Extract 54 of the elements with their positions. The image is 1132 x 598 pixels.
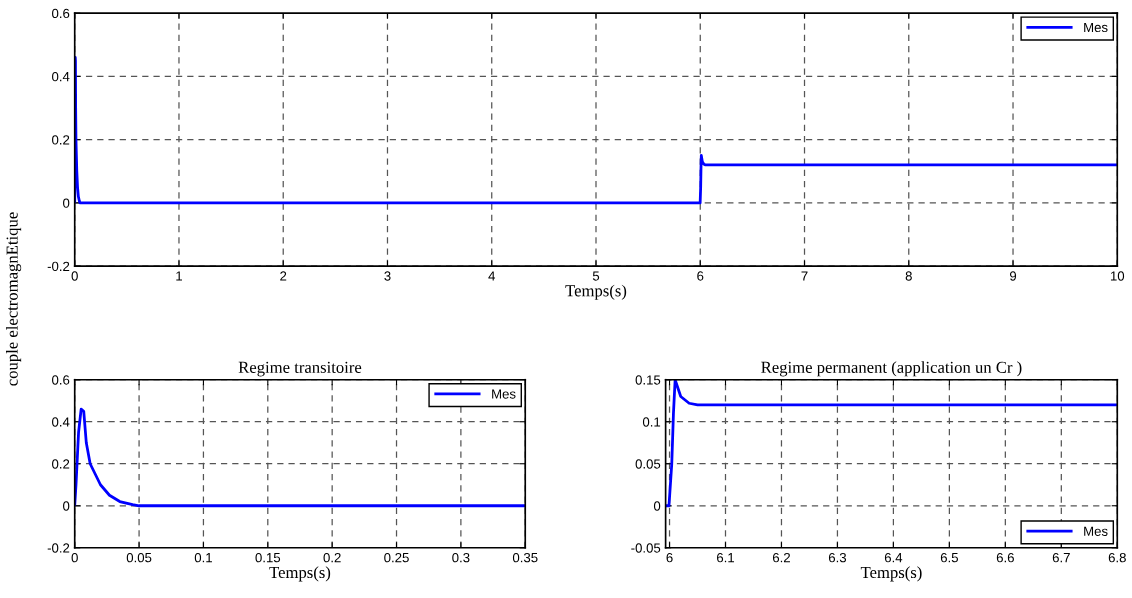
- x-tick-label: 6.4: [884, 552, 903, 563]
- x-tick-label: 6.2: [772, 552, 790, 563]
- legend-label: Mes: [1084, 22, 1108, 33]
- y-tick-label: 0.1: [642, 417, 661, 427]
- y-tick-label: -0.05: [631, 543, 661, 553]
- x-tick-label: 8: [905, 271, 912, 281]
- y-axis-title: couple electromagnEtique: [6, 212, 22, 386]
- y-tick-label: 0.4: [52, 417, 70, 427]
- x-tick-label: 6.7: [1052, 552, 1070, 563]
- y-tick-label: 0: [63, 501, 70, 511]
- x-axis-title: Temps(s): [860, 566, 922, 582]
- x-tick-label: 6: [697, 271, 704, 281]
- x-tick-label: 4: [488, 271, 496, 281]
- x-tick-label: 6.1: [717, 552, 735, 563]
- line-series: [74, 407, 526, 508]
- line-series: [74, 56, 1118, 205]
- y-tick-label: 0.2: [52, 135, 70, 145]
- y-tick-label: 0: [653, 501, 661, 511]
- x-axis-title: Temps(s): [269, 566, 331, 582]
- y-tick-label: 0.15: [635, 375, 661, 385]
- x-tick-label: 0: [71, 271, 78, 281]
- x-tick-label: 6.8: [1108, 552, 1126, 563]
- y-tick-label: 0.4: [52, 71, 70, 82]
- x-tick-label: 0.15: [255, 552, 281, 563]
- y-tick-label: 0.6: [52, 375, 70, 385]
- x-tick-label: 0.2: [323, 552, 341, 563]
- y-tick-label: 0.05: [635, 459, 661, 469]
- x-tick-label: 6.6: [996, 552, 1014, 563]
- legend-label: Mes: [492, 389, 516, 399]
- y-tick-label: -0.2: [47, 261, 70, 272]
- y-tick-label: -0.2: [47, 543, 70, 553]
- x-tick-label: 5: [592, 271, 600, 281]
- x-tick-label: 2: [280, 271, 287, 281]
- x-tick-label: 0.05: [126, 552, 152, 563]
- x-tick-label: 9: [1009, 271, 1017, 281]
- chart-title: Regime transitoire: [238, 361, 362, 377]
- x-tick-label: 6.3: [828, 552, 847, 563]
- x-axis-title: Temps(s): [565, 284, 627, 300]
- y-tick-label: 0.6: [52, 8, 70, 19]
- x-tick-label: 0.35: [512, 552, 538, 563]
- x-tick-label: 0.3: [452, 552, 470, 563]
- x-tick-label: 1: [176, 271, 182, 281]
- x-tick-label: 0.25: [384, 552, 409, 563]
- y-tick-label: 0: [63, 198, 70, 208]
- x-tick-label: 7: [801, 271, 808, 281]
- y-tick-label: 0.2: [52, 459, 70, 469]
- chart-title: Regime permanent (application un Cr ): [761, 361, 1022, 377]
- x-tick-label: 10: [1110, 271, 1125, 281]
- legend-label: Mes: [1084, 526, 1108, 536]
- x-tick-label: 0: [71, 552, 78, 563]
- x-tick-label: 0.1: [194, 552, 212, 563]
- x-tick-label: 3: [384, 271, 391, 281]
- x-tick-label: 6: [666, 552, 673, 563]
- x-tick-label: 6.5: [940, 552, 958, 563]
